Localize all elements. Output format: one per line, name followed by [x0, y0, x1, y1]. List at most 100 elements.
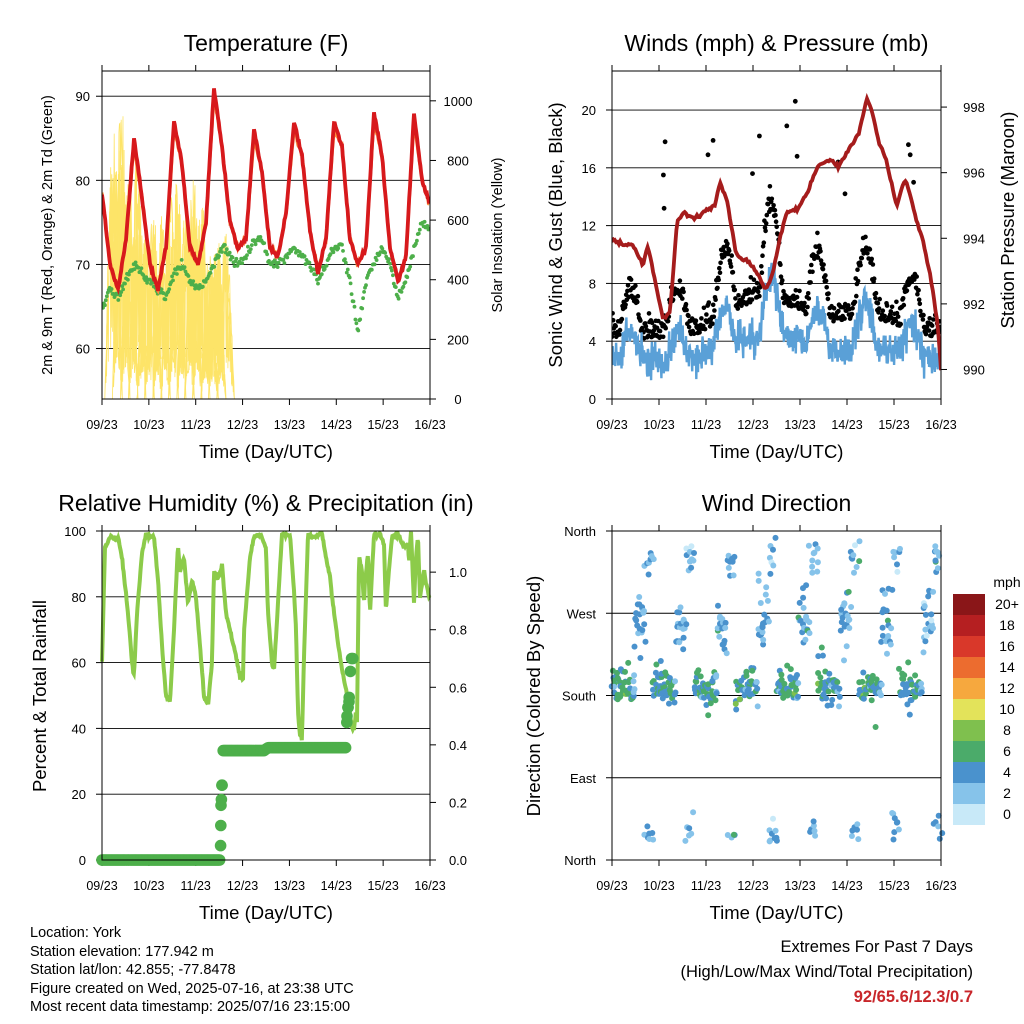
- gust-point: [710, 302, 716, 308]
- direction-point: [732, 700, 739, 707]
- temp-xtick-label: 15/23: [368, 418, 399, 432]
- gust-point: [884, 303, 890, 308]
- dewpoint-point: [405, 275, 410, 280]
- dewpoint-point: [361, 296, 365, 301]
- direction-point: [641, 608, 647, 614]
- gust-point: [849, 311, 855, 317]
- gust-point: [854, 293, 859, 299]
- dewpoint-point: [374, 258, 379, 262]
- dewpoint-point: [120, 284, 125, 288]
- gust-point: [728, 264, 734, 269]
- wind-xtick-label: 11/23: [691, 418, 721, 432]
- dewpoint-point: [360, 306, 365, 311]
- gust-point: [711, 314, 717, 320]
- rh-ytick-right-label: 0.8: [449, 623, 467, 638]
- dir-ylabel: Direction (Colored By Speed): [523, 576, 544, 817]
- direction-point: [803, 582, 810, 589]
- direction-point: [912, 693, 919, 700]
- wind-xtick-label: 16/23: [925, 418, 956, 432]
- direction-point: [901, 672, 908, 679]
- direction-point: [868, 697, 875, 704]
- gust-point: [772, 207, 778, 213]
- direction-point: [677, 604, 684, 611]
- direction-point: [749, 667, 756, 674]
- direction-point: [922, 611, 929, 618]
- gust-point: [929, 323, 935, 328]
- dewpoint-point: [262, 241, 267, 246]
- direction-point: [800, 604, 807, 611]
- temp-panel: Temperature (F) Time (Day/UTC) 09/23 10/23 1…: [40, 30, 506, 462]
- direction-point: [814, 568, 821, 575]
- rh-ytick-label: 80: [72, 590, 86, 605]
- gust-point: [880, 308, 886, 314]
- direction-point: [932, 557, 939, 564]
- dewpoint-point: [282, 261, 287, 265]
- direction-point: [796, 599, 803, 606]
- direction-point: [688, 830, 695, 837]
- gust-point: [795, 300, 800, 306]
- dewpoint-point: [414, 241, 418, 246]
- dewpoint-point: [175, 272, 179, 276]
- dewpoint-point: [141, 273, 146, 277]
- direction-point: [934, 565, 941, 572]
- gust-point: [704, 312, 709, 317]
- gust-point: [821, 262, 826, 267]
- wind-ytick-right-label: 994: [963, 231, 985, 246]
- direction-point: [770, 815, 776, 822]
- gust-point: [802, 300, 807, 306]
- dewpoint-point: [271, 264, 276, 269]
- gust-point: [918, 308, 923, 314]
- solar-insolation-line: [208, 243, 227, 399]
- dewpoint-point: [390, 268, 394, 273]
- direction-point: [683, 621, 690, 628]
- direction-point: [890, 810, 897, 817]
- gust-point: [663, 325, 668, 331]
- dewpoint-point: [230, 255, 235, 260]
- gust-point: [882, 313, 887, 319]
- direction-point: [850, 552, 857, 559]
- gust-point: [870, 262, 876, 267]
- direction-point: [650, 836, 657, 843]
- dewpoint-point: [139, 266, 144, 271]
- direction-point: [731, 553, 738, 560]
- gust-point: [921, 312, 926, 318]
- direction-point: [795, 693, 801, 700]
- direction-point: [715, 602, 721, 609]
- dewpoint-point: [391, 273, 395, 278]
- gust-point: [701, 305, 707, 311]
- gust-point: [865, 251, 870, 256]
- gust-point: [612, 317, 616, 323]
- gust-point: [735, 306, 741, 311]
- direction-point: [676, 639, 683, 646]
- gust-point: [697, 330, 702, 335]
- gust-point: [716, 277, 721, 283]
- direction-point: [878, 692, 884, 699]
- dewpoint-point: [109, 287, 114, 291]
- gust-point: [781, 288, 786, 294]
- direction-point: [853, 564, 860, 570]
- direction-point: [841, 600, 848, 607]
- direction-point: [932, 819, 939, 826]
- direction-point: [714, 625, 721, 632]
- gust-point: [911, 179, 916, 185]
- direction-point: [697, 673, 704, 680]
- wind-ylabel: Sonic Wind & Gust (Blue, Black): [545, 102, 566, 367]
- direction-point: [631, 686, 638, 693]
- temp-ytick-right-label: 0: [454, 392, 461, 407]
- colorbar-swatch: [953, 783, 985, 804]
- gust-point: [681, 289, 686, 295]
- gust-point: [901, 302, 907, 308]
- direction-point: [897, 545, 903, 552]
- dewpoint-point: [167, 287, 172, 291]
- gust-point: [706, 300, 712, 305]
- direction-point: [712, 697, 719, 704]
- gust-point: [617, 327, 623, 333]
- dewpoint-point: [302, 254, 307, 259]
- gust-point: [657, 328, 663, 334]
- dewpoint-point: [126, 272, 131, 277]
- colorbar-label: 20+: [995, 596, 1019, 612]
- direction-point: [928, 617, 935, 624]
- rh-xtick-label: 16/23: [414, 879, 445, 893]
- wind-xtick-label: 15/23: [878, 418, 909, 432]
